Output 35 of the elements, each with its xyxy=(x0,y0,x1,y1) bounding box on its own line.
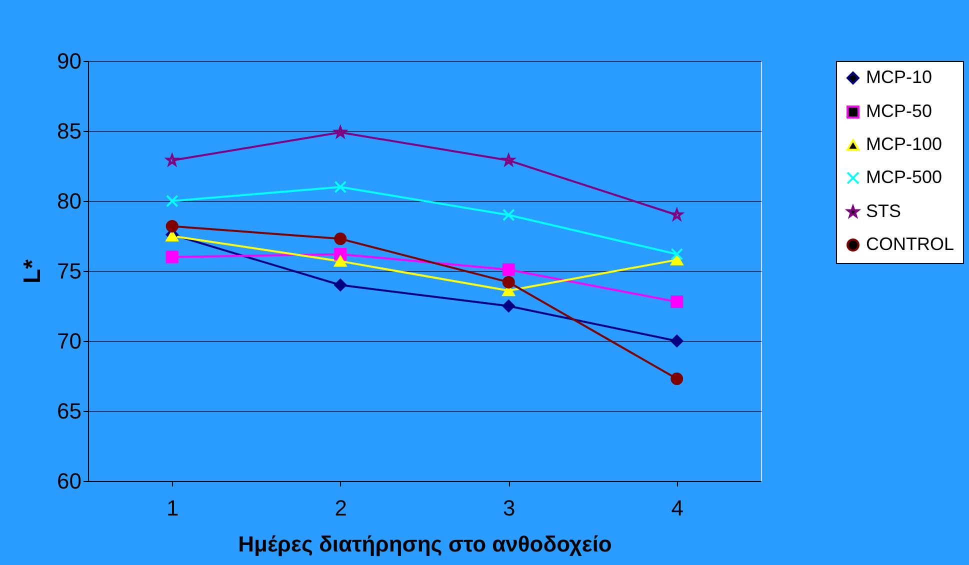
point xyxy=(166,250,178,264)
point xyxy=(502,276,515,288)
point xyxy=(502,263,515,276)
y-tick-label: 80 xyxy=(57,188,82,214)
y-tick-label: 85 xyxy=(57,118,82,144)
x-tick-label: 1 xyxy=(166,496,179,520)
y-tick-label: 90 xyxy=(57,48,82,74)
point xyxy=(502,208,515,222)
legend-label: CONTROL xyxy=(866,234,954,254)
point xyxy=(670,296,684,308)
x-tick-label: 2 xyxy=(334,496,347,520)
legend-label: MCP-100 xyxy=(866,134,942,154)
point xyxy=(334,278,347,292)
legend-label: MCP-500 xyxy=(866,167,942,187)
point xyxy=(502,300,515,312)
point xyxy=(334,256,347,267)
point xyxy=(166,220,178,232)
point xyxy=(670,372,684,386)
y-tick-label: 70 xyxy=(57,328,82,354)
y-tick-label: 75 xyxy=(57,258,82,284)
point xyxy=(166,194,178,208)
x-tick-label: 3 xyxy=(503,496,516,520)
point xyxy=(670,254,684,266)
x-tick-label: 4 xyxy=(671,496,684,520)
point xyxy=(334,232,347,246)
y-tick-label: 60 xyxy=(57,468,82,494)
legend-label: MCP-10 xyxy=(866,67,932,87)
legend-label: MCP-50 xyxy=(866,101,932,121)
x-axis-title: Ημέρες διατήρησης στο ανθοδοχείο xyxy=(238,532,612,556)
y-tick-label: 65 xyxy=(57,398,82,424)
legend-label: STS xyxy=(866,201,902,221)
y-axis-title: L* xyxy=(19,258,46,284)
point xyxy=(670,248,684,260)
point xyxy=(334,180,347,194)
point xyxy=(670,334,684,348)
